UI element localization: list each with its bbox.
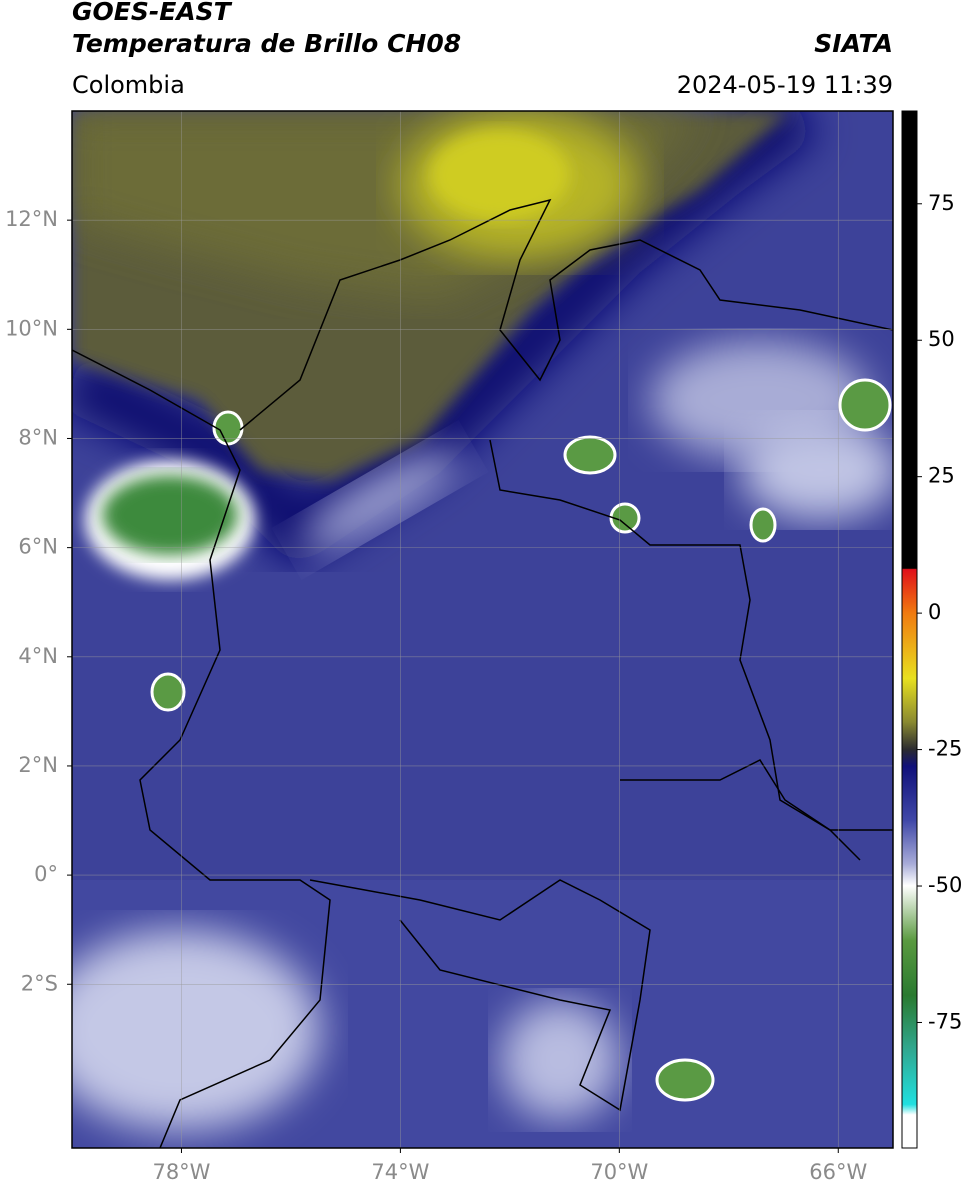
source: SIATA [814, 29, 893, 58]
colorbar-tick-label: 0 [928, 600, 941, 624]
colorbar [901, 110, 918, 1149]
region: Colombia [72, 71, 185, 99]
colorbar-tick-label: -75 [928, 1009, 962, 1033]
x-tick-label: 70°W [590, 1160, 648, 1184]
datetime: 2024-05-19 11:39 [677, 71, 893, 99]
title: GOES-EAST [72, 0, 233, 26]
y-tick-label: 0° [34, 862, 58, 886]
y-tick-label: 12°N [5, 207, 58, 231]
colorbar-tick-label: 25 [928, 464, 955, 488]
satellite-image [72, 111, 893, 1148]
y-tick-label: 8°N [18, 425, 58, 449]
x-tick-label: 66°W [809, 1160, 867, 1184]
map-frame [71, 110, 894, 1149]
x-tick-label: 78°W [152, 1160, 210, 1184]
colorbar-tick-label: 75 [928, 191, 955, 215]
y-tick-label: 2°N [18, 753, 58, 777]
colorbar-tick-label: -25 [928, 737, 962, 761]
colorbar-tick-label: -50 [928, 873, 962, 897]
grid [72, 111, 893, 1148]
subtitle: Temperatura de Brillo CH08 [72, 29, 461, 58]
x-tick-label: 74°W [371, 1160, 429, 1184]
y-tick-label: 2°S [21, 971, 58, 995]
y-tick-label: 6°N [18, 535, 58, 559]
y-tick-label: 4°N [18, 644, 58, 668]
colorbar-tick-label: 50 [928, 327, 955, 351]
y-tick-label: 10°N [5, 316, 58, 340]
